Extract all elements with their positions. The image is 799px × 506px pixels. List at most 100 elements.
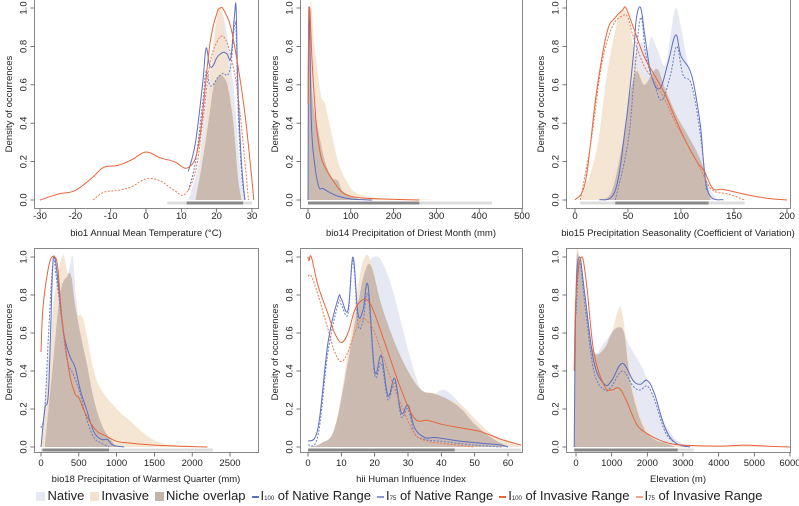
legend-item: Niche overlap <box>155 488 246 503</box>
y-tick-label: 0.2 <box>19 402 30 415</box>
y-tick-label: 0.6 <box>19 326 30 339</box>
y-tick-label: 0.0 <box>285 193 296 206</box>
x-tick-label: 5000 <box>744 458 765 469</box>
legend-label-rest: of Invasive Range <box>654 488 763 503</box>
x-tick-label: 20 <box>211 211 222 222</box>
y-tick-label: 0.2 <box>551 402 562 415</box>
legend-label: Niche overlap <box>166 488 246 503</box>
area-niche-overlap <box>195 75 242 200</box>
line-i100-of-invasive-range <box>39 6 255 201</box>
y-tick-label: 0.4 <box>285 364 296 377</box>
line-i100-of-native-range <box>40 255 125 448</box>
x-tick-label: 0 <box>573 458 578 469</box>
plot-frame <box>300 0 523 209</box>
x-tick-label: 1500 <box>144 458 165 469</box>
plot-area <box>307 254 522 452</box>
legend-line-sample <box>499 495 507 498</box>
legend-label: I <box>260 488 265 503</box>
x-axis-title: bio18 Precipitation of Warmest Quarter (… <box>52 474 241 485</box>
legend-label: Invasive <box>101 488 150 503</box>
line-i100-of-invasive-range <box>573 256 790 448</box>
x-tick-label: 2500 <box>219 458 240 469</box>
y-tick-label: 0.2 <box>285 155 296 168</box>
x-tick-label: -10 <box>104 211 118 222</box>
panel-4: 0 500 1000 1500 2000 2500 0.0 0.2 0.4 0.6 0.8 1.0 bi… <box>4 248 259 485</box>
legend-subscript: 100 <box>264 496 275 502</box>
y-tick-label: 0.4 <box>19 364 30 377</box>
x-tick-label: 0 <box>143 211 148 222</box>
legend-subscript: 75 <box>389 496 397 502</box>
line-i100-of-native-range <box>307 256 509 448</box>
x-tick-label: 10 <box>336 458 347 469</box>
x-tick-label: 50 <box>623 211 634 222</box>
x-tick-label: 40 <box>436 458 447 469</box>
area-niche-overlap <box>574 253 676 447</box>
x-axis-title: hii Human Influence Index <box>356 474 466 485</box>
x-tick-label: 100 <box>343 211 359 222</box>
legend-label-rest: of Invasive Range <box>521 488 630 503</box>
y-tick-label: 0.0 <box>551 440 562 453</box>
x-tick-label: 0 <box>38 458 43 469</box>
plot-frame <box>566 248 791 453</box>
panel-5: 0 10 20 30 40 50 60 0.0 0.2 0.4 0.6 0.8 1.0 hii Human… <box>270 248 523 485</box>
y-tick-label: 0.6 <box>19 78 30 91</box>
y-axis-title: Density of occurrences <box>536 303 547 400</box>
x-tick-label: 500 <box>514 211 530 222</box>
y-tick-label: 0.6 <box>285 326 296 339</box>
panel-2: 0 100 200 300 400 500 0.0 0.2 0.4 0.6 0.8 1.0 bio14 … <box>270 0 530 239</box>
y-tick-label: 0.4 <box>551 364 562 377</box>
panel-1: -30 -20 -10 0 10 20 30 0.0 0.2 0.4 0.6 0.8 1.0 bio1 A… <box>4 0 259 239</box>
x-tick-label: 200 <box>779 211 795 222</box>
y-tick-label: 1.0 <box>551 250 562 263</box>
y-tick-label: 1.0 <box>19 250 30 263</box>
legend-swatch <box>90 492 100 502</box>
plot-frame <box>300 248 523 453</box>
panel-3: 0 50 100 150 200 0.0 0.2 0.4 0.6 0.8 1.0 bio15 Prec… <box>536 0 795 239</box>
area-niche-overlap <box>601 68 711 200</box>
y-tick-label: 0.2 <box>285 402 296 415</box>
y-tick-label: 0.6 <box>551 326 562 339</box>
legend-line-sample <box>377 495 385 498</box>
legend-label: I <box>644 488 649 503</box>
line-i75-of-native-range <box>187 21 246 201</box>
y-tick-label: 0.6 <box>285 78 296 91</box>
line-i75-of-native-range <box>575 262 687 448</box>
x-axis-title: bio14 Precipitation of Driest Month (mm) <box>326 228 496 239</box>
y-axis-title: Density of occurrences <box>536 55 547 152</box>
plot-area <box>574 6 788 205</box>
legend-label-rest: of Native Range <box>396 488 494 503</box>
x-tick-label: 30 <box>403 458 414 469</box>
area-niche-overlap <box>308 8 364 200</box>
y-tick-label: 0.0 <box>19 440 30 453</box>
x-tick-label: 500 <box>71 458 87 469</box>
y-tick-label: 0.2 <box>19 155 30 168</box>
x-tick-label: 0 <box>305 211 310 222</box>
x-axis-title: bio1 Annual Mean Temperature (°C) <box>70 228 222 239</box>
y-tick-label: 1.0 <box>285 1 296 14</box>
line-i75-of-native-range <box>614 17 707 201</box>
legend-label: I <box>508 488 512 503</box>
y-tick-label: 0.0 <box>285 440 296 453</box>
legend-label: I <box>386 488 390 503</box>
plot-area <box>573 248 790 452</box>
x-tick-label: 150 <box>726 211 742 222</box>
legend-item: Native <box>36 488 84 503</box>
area-niche-overlap <box>308 263 508 447</box>
legend-swatch <box>155 492 165 502</box>
y-tick-label: 0.8 <box>551 40 562 53</box>
line-i100-of-native-range <box>599 6 724 201</box>
x-tick-label: 100 <box>673 211 689 222</box>
legend-item: I100 of Invasive Range <box>499 488 630 503</box>
legend-item: I100 of Native Range <box>251 488 371 503</box>
legend-line-sample <box>635 495 643 498</box>
y-tick-label: 0.8 <box>285 40 296 53</box>
x-tick-label: 0 <box>305 458 310 469</box>
legend-subscript: 100 <box>511 496 522 502</box>
legend-item: I75 of Native Range <box>377 488 493 503</box>
y-tick-label: 0.4 <box>285 117 296 130</box>
x-tick-label: 6000 <box>779 458 799 469</box>
plot-area <box>39 2 255 205</box>
panel-6: 0 1000 2000 3000 4000 5000 6000 0.0 0.2 0.4 0.6 0.8… <box>536 248 799 485</box>
x-tick-label: 0 <box>572 211 577 222</box>
